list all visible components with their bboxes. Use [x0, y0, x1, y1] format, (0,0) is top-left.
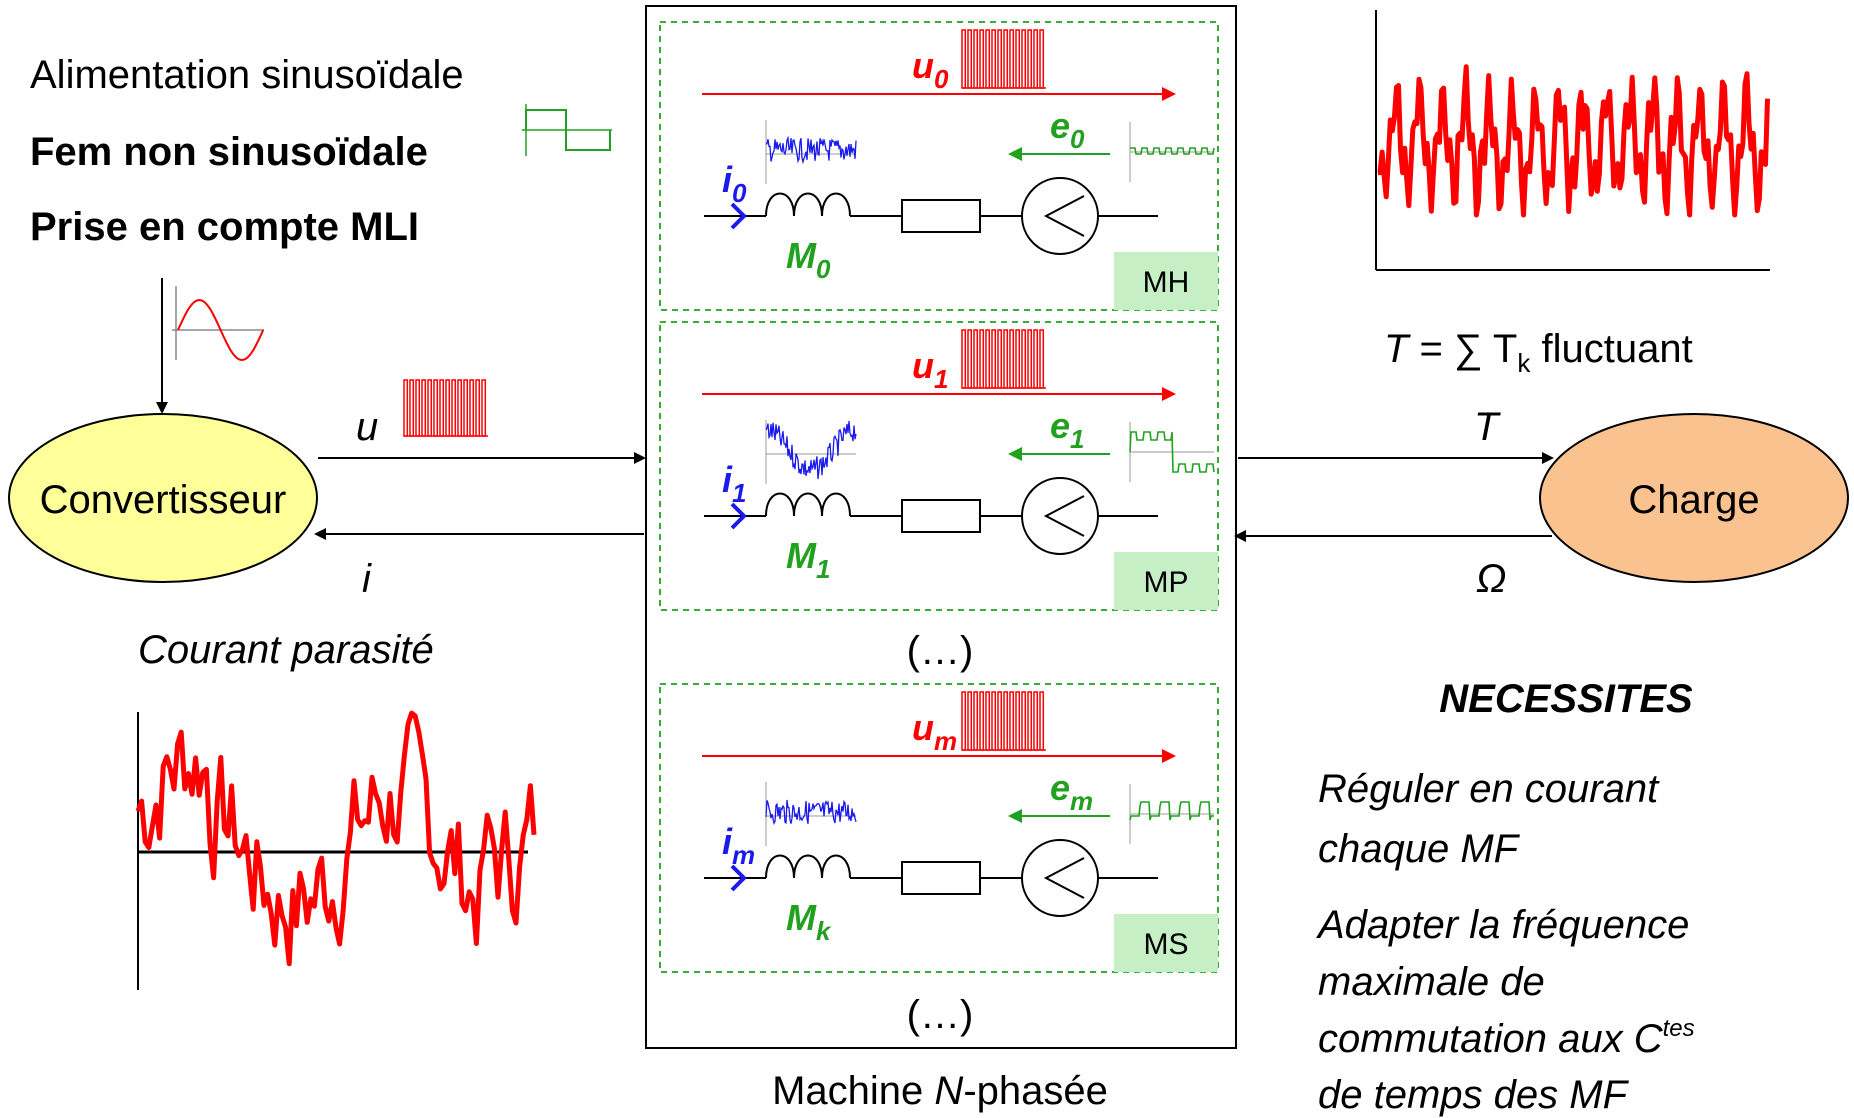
machine-type-label: MS — [1144, 928, 1189, 961]
emf-waveform-icon — [1129, 784, 1214, 844]
req2-line2: maximale de — [1318, 960, 1545, 1004]
torque-equation: T = ∑ Tk fluctuant — [1384, 327, 1693, 378]
machine-ellipsis-1: (…) — [907, 629, 974, 673]
parasitic-current-plot — [135, 710, 537, 990]
emf-label: em — [1050, 767, 1093, 816]
emf-label: e0 — [1050, 105, 1085, 154]
text-nonsinusoidal-emf: Fem non sinusoïdale — [30, 130, 428, 174]
requirements-heading: NECESSITES — [1439, 677, 1693, 721]
machine-type-tag — [1114, 552, 1218, 610]
sub-machine-0: u0 e0 i0 M0 MH — [659, 21, 1219, 311]
resistor-icon — [901, 861, 981, 895]
parasitic-current-label: Courant parasité — [138, 628, 434, 672]
machine-type-label: MH — [1143, 266, 1190, 299]
sub-machine-label: M0 — [786, 235, 831, 284]
machine-ellipsis-2: (…) — [907, 993, 974, 1037]
sub-machine-2: um em im Mk MS — [659, 683, 1219, 973]
text-pwm-consideration: Prise en compte MLI — [30, 205, 419, 249]
sub-machine-label: Mk — [786, 897, 832, 946]
sub-machine-label: M1 — [786, 535, 830, 584]
machine-type-tag — [1114, 252, 1218, 310]
emf-source-icon — [1021, 477, 1099, 555]
current-direction-icon — [730, 202, 747, 230]
resistor-icon — [901, 499, 981, 533]
torque-link-label: T — [1474, 405, 1501, 449]
current-label: im — [722, 821, 755, 870]
sub-machine-1: u1 e1 i1 M1 MP — [659, 321, 1219, 611]
torque-plot — [1375, 10, 1770, 271]
voltage-pwm-icon — [961, 329, 1046, 389]
voltage-label: um — [912, 707, 957, 756]
load-label: Charge — [1628, 478, 1759, 522]
machine-frame — [645, 5, 1237, 1049]
req1-line1: Réguler en courant — [1318, 767, 1660, 811]
converter-label: Convertisseur — [40, 478, 287, 522]
machine-type-tag — [1114, 914, 1218, 972]
emf-source-icon — [1021, 177, 1099, 255]
req1-line2: chaque MF — [1318, 827, 1521, 871]
voltage-label: u0 — [912, 45, 949, 94]
resistor-icon — [901, 199, 981, 233]
converter-node — [8, 413, 318, 583]
req2-line3: commutation aux Ctes — [1318, 1015, 1695, 1061]
inductor-icon — [765, 854, 851, 879]
inductor-icon — [765, 192, 851, 217]
voltage-pwm-icon — [961, 29, 1046, 89]
text-sinusoidal-supply: Alimentation sinusoïdale — [30, 53, 464, 97]
emf-waveform-icon — [1129, 422, 1215, 482]
current-direction-icon — [730, 502, 747, 530]
i-link-label: i — [362, 557, 372, 601]
speed-link-label: Ω — [1476, 557, 1506, 601]
u-link-label: u — [356, 405, 378, 449]
current-label: i0 — [722, 159, 747, 208]
voltage-label: u1 — [912, 345, 948, 394]
req2-line4: de temps des MF — [1318, 1073, 1630, 1117]
sine-supply-icon — [172, 286, 265, 362]
pwm-voltage-icon — [403, 379, 488, 437]
current-label: i1 — [722, 459, 746, 508]
current-waveform-icon — [765, 420, 857, 484]
load-node — [1539, 413, 1849, 583]
machine-type-label: MP — [1144, 566, 1189, 599]
req2-line1: Adapter la fréquence — [1316, 903, 1689, 947]
current-waveform-icon — [765, 782, 857, 846]
emf-waveform-icon — [1129, 122, 1215, 182]
emf-label: e1 — [1050, 405, 1085, 454]
inductor-icon — [765, 492, 851, 517]
equivalent-circuit — [704, 839, 1158, 917]
machine-caption: Machine N-phasée — [772, 1069, 1108, 1113]
emf-source-icon — [1021, 839, 1099, 917]
current-waveform-icon — [765, 120, 857, 184]
voltage-pwm-icon — [961, 691, 1046, 751]
current-direction-icon — [730, 864, 747, 892]
equivalent-circuit — [704, 477, 1158, 555]
equivalent-circuit — [704, 177, 1158, 255]
